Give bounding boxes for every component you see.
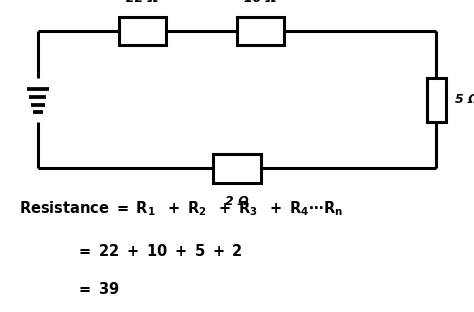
Text: 10 Ω: 10 Ω	[245, 0, 277, 5]
Bar	[213, 154, 261, 183]
Text: 22 Ω: 22 Ω	[126, 0, 158, 5]
Text: 2 Ω: 2 Ω	[225, 195, 249, 208]
Bar	[118, 17, 166, 45]
Bar	[237, 17, 284, 45]
Text: $\mathit{\mathbf{Resistance}}$$\mathbf{\ =\ R_1\ \ +\ R_2\ \ +\ R_3\ \ +\ R_4 \c: $\mathit{\mathbf{Resistance}}$$\mathbf{\…	[19, 200, 343, 218]
Text: 5 Ω: 5 Ω	[455, 93, 474, 106]
Text: $\mathbf{=\ 22\ +\ 10\ +\ 5\ +\ 2}$: $\mathbf{=\ 22\ +\ 10\ +\ 5\ +\ 2}$	[76, 243, 243, 259]
Bar	[427, 78, 446, 122]
Text: $\mathbf{=\ 39}$: $\mathbf{=\ 39}$	[76, 281, 120, 297]
